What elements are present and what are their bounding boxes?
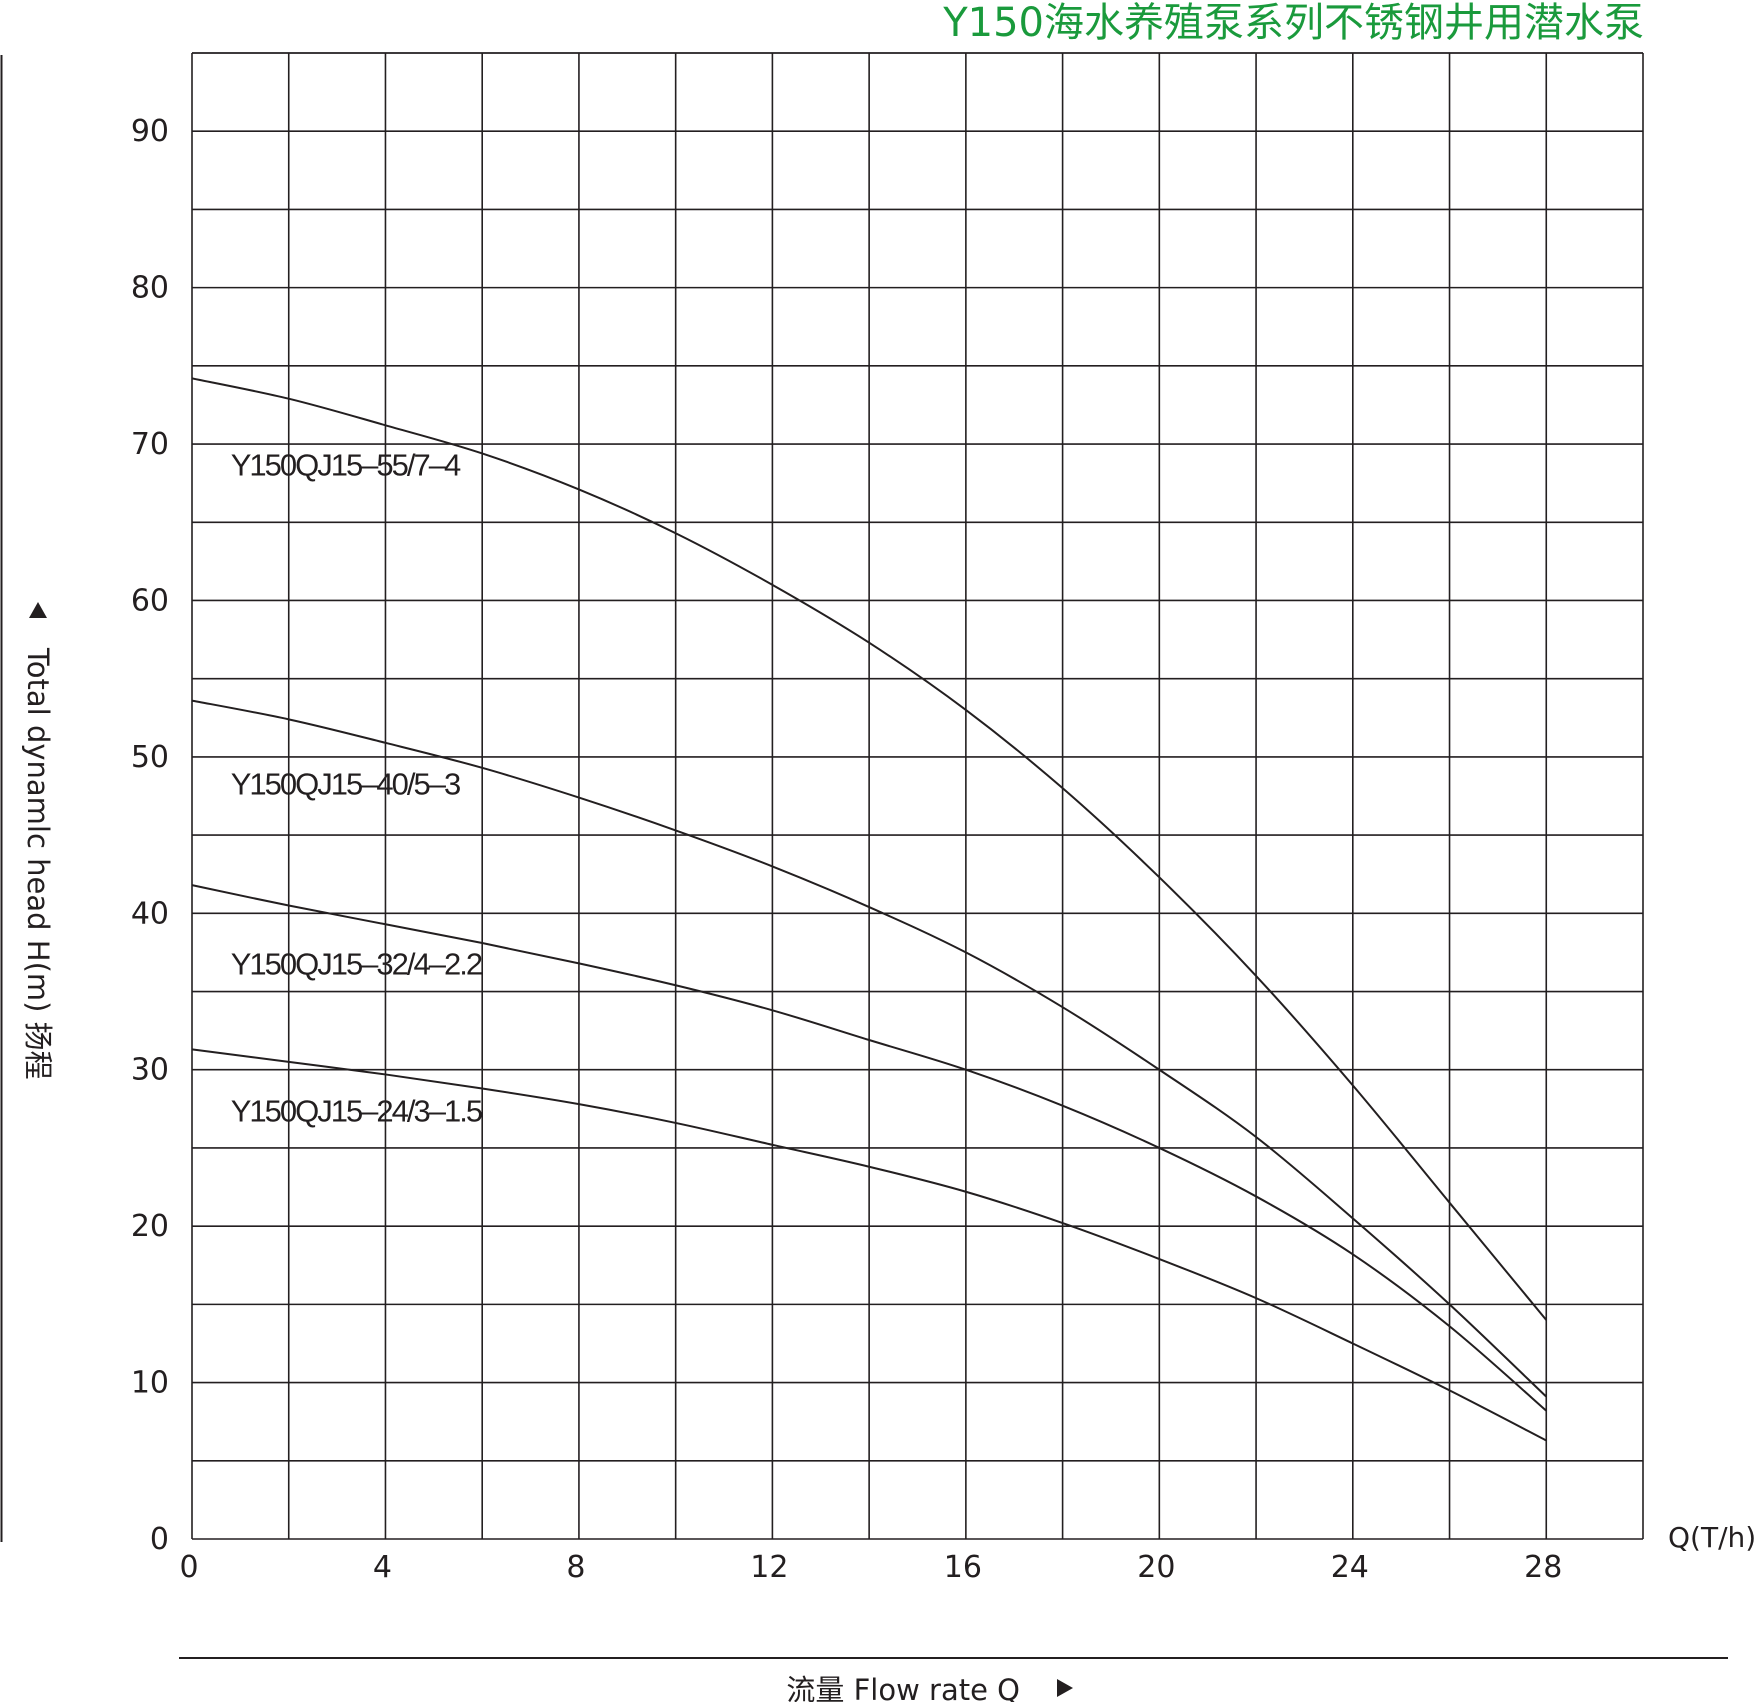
x-axis-arrow-icon [1057, 1679, 1073, 1697]
y-tick-label: 10 [131, 1366, 169, 1401]
series-curve [191, 699, 1547, 1398]
x-tick-label: 20 [1137, 1550, 1175, 1585]
y-tick-label: 50 [131, 740, 169, 775]
series-curve [191, 884, 1547, 1412]
y-tick-label: 60 [131, 583, 169, 618]
series-label: Y150QJ15–24/3–1.5 [231, 1093, 482, 1128]
y-tick-label: 40 [131, 896, 169, 931]
x-tick-label: 4 [373, 1550, 392, 1585]
y-axis-title: Total dynamlc head H(m) 扬程 [21, 647, 55, 1080]
chart-title: Y150海水养殖泵系列不锈钢井用潜水泵 [942, 0, 1644, 46]
series-labels: Y150QJ15–55/7–4 Y150QJ15–40/5–3 Y150QJ15–3… [231, 447, 484, 1128]
series-curve [191, 377, 1548, 1321]
series-label: Y150QJ15–40/5–3 [231, 766, 460, 801]
x-tick-label: 8 [566, 1550, 585, 1585]
x-tick-label: 24 [1331, 1550, 1369, 1585]
y-tick-label: 70 [131, 427, 169, 462]
y-tick-label: 90 [131, 114, 169, 149]
grid [191, 52, 1644, 1540]
tick-labels: 0 4 8 12 16 20 24 28 0 10 20 30 40 50 60 70 80 90 [131, 114, 1563, 1585]
series-label: Y150QJ15–55/7–4 [231, 447, 461, 482]
series-curve [191, 1048, 1547, 1442]
y-tick-label: 0 [150, 1522, 169, 1557]
x-tick-label: 12 [750, 1550, 788, 1585]
x-tick-label: 16 [944, 1550, 982, 1585]
y-tick-label: 30 [131, 1053, 169, 1088]
x-tick-label: 0 [179, 1550, 198, 1585]
x-unit-label: Q(T/h) [1668, 1521, 1756, 1554]
x-axis-title: 流量 Flow rate Q [786, 1673, 1020, 1702]
y-tick-label: 20 [131, 1209, 169, 1244]
series-label: Y150QJ15–32/4–2.2 [231, 946, 482, 981]
y-tick-label: 80 [131, 271, 169, 306]
x-tick-label: 28 [1524, 1550, 1562, 1585]
y-axis-arrow-icon [29, 602, 47, 618]
performance-curves [191, 377, 1548, 1442]
